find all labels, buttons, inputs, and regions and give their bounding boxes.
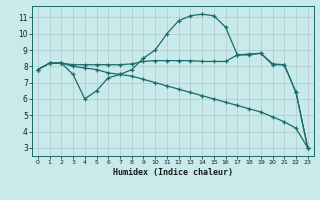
- X-axis label: Humidex (Indice chaleur): Humidex (Indice chaleur): [113, 168, 233, 177]
